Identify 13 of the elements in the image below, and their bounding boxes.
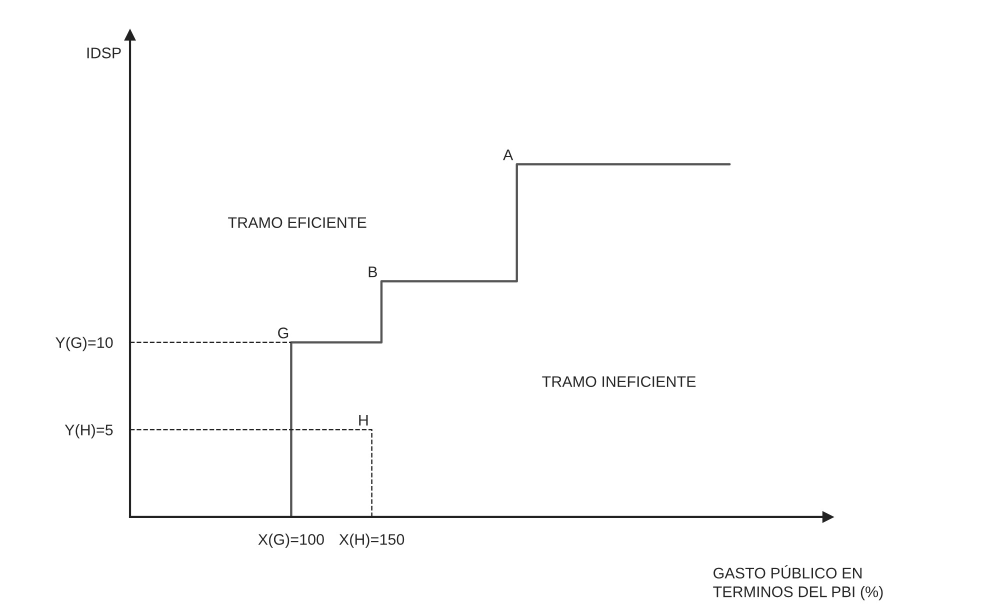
y-axis-title: IDSP — [87, 48, 121, 58]
y-tick-label: Y(H)=5 — [64, 424, 113, 438]
x-tick-label: X(G)=100 — [258, 534, 324, 548]
annotation: B — [368, 266, 377, 278]
annotation: TRAMO INEFICIENTE — [542, 376, 696, 388]
annotation: TRAMO EFICIENTE — [228, 217, 366, 228]
x-tick-label: X(H)=150 — [339, 534, 404, 548]
y-tick-label: Y(G)=10 — [56, 336, 113, 352]
line-series — [290, 163, 731, 517]
annotation: A — [503, 150, 514, 160]
annotation: H — [359, 415, 368, 426]
x-axis-title: GASTO PÚBLICO EN TERMINOS DEL PBI (%) — [713, 565, 883, 600]
annotation: G — [278, 328, 288, 338]
